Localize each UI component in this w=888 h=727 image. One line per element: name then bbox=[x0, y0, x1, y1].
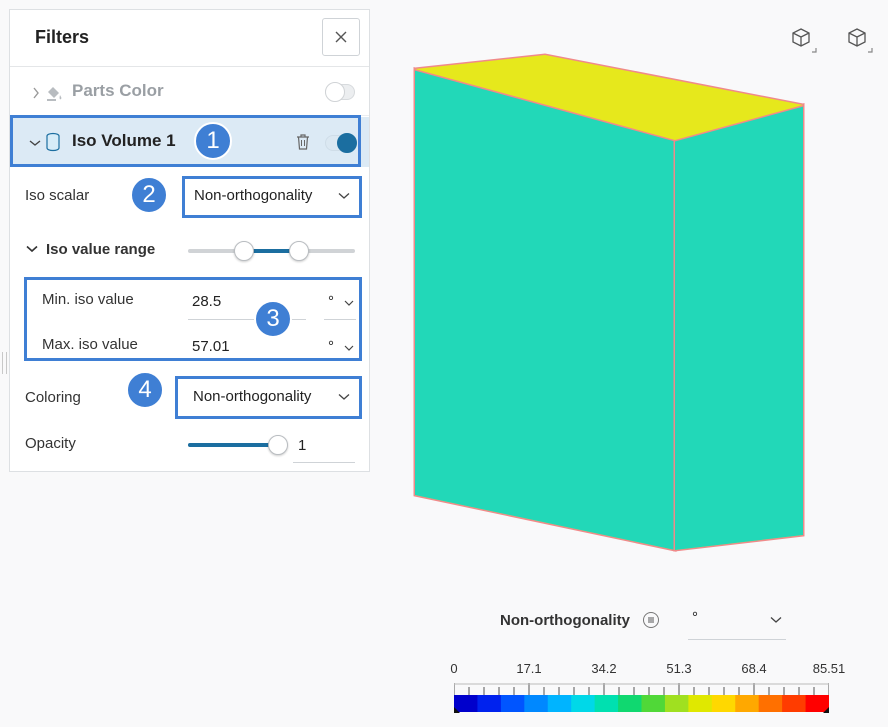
chevron-down-icon[interactable] bbox=[29, 139, 41, 147]
legend-tick-label: 51.3 bbox=[666, 661, 692, 676]
highlight-box-1 bbox=[10, 115, 361, 167]
colorbar-segment bbox=[782, 695, 807, 712]
legend-tick-label: 85.51 bbox=[812, 661, 846, 676]
cube-ortho-icon bbox=[848, 28, 873, 53]
close-button[interactable] bbox=[322, 18, 360, 56]
legend-title: Non-orthogonality bbox=[500, 612, 630, 629]
opacity-fill bbox=[188, 443, 280, 447]
chevron-right-icon[interactable] bbox=[32, 87, 40, 99]
colorbar-segment bbox=[547, 695, 572, 712]
legend-max-marker[interactable] bbox=[823, 707, 829, 713]
legend-tick-label: 0 bbox=[450, 661, 458, 676]
iso-scalar-label: Iso scalar bbox=[25, 187, 90, 204]
coloring-select[interactable]: Non-orthogonality bbox=[179, 379, 360, 419]
max-unit-value: ° bbox=[328, 338, 334, 355]
opacity-label: Opacity bbox=[25, 435, 76, 452]
iso-range-label: Iso value range bbox=[46, 241, 156, 258]
panel-title: Filters bbox=[35, 27, 90, 47]
min-unit-value: ° bbox=[328, 293, 334, 310]
parts-color-toggle[interactable] bbox=[325, 82, 355, 102]
view-ortho-button[interactable] bbox=[846, 26, 873, 53]
paint-bucket-icon bbox=[47, 87, 62, 101]
iso-range-slider[interactable] bbox=[188, 239, 355, 263]
max-iso-label: Max. iso value bbox=[42, 336, 138, 353]
max-iso-value: 57.01 bbox=[192, 338, 230, 355]
colorbar-segment bbox=[454, 695, 478, 712]
iso-scalar-value: Non-orthogonality bbox=[194, 187, 313, 204]
highlight-box-4 bbox=[175, 376, 362, 419]
chevron-down-icon bbox=[344, 345, 354, 351]
coloring-label: Coloring bbox=[25, 389, 81, 406]
min-unit-select[interactable]: ° bbox=[324, 286, 356, 320]
coloring-value: Non-orthogonality bbox=[193, 388, 312, 405]
trash-icon[interactable] bbox=[296, 134, 310, 150]
opacity-thumb[interactable] bbox=[268, 435, 288, 455]
colorbar-segment bbox=[477, 695, 502, 712]
colorbar-segment bbox=[758, 695, 783, 712]
opacity-value: 1 bbox=[298, 437, 307, 454]
iso-range-fill bbox=[243, 249, 300, 253]
callout-2: 2 bbox=[130, 176, 168, 214]
colorbar-segment bbox=[641, 695, 666, 712]
colorbar-segment bbox=[618, 695, 642, 712]
min-iso-input[interactable]: 28.5 bbox=[188, 286, 306, 320]
filter-item-parts-color[interactable]: Parts Color bbox=[10, 68, 369, 116]
iso-range-max-thumb[interactable] bbox=[289, 241, 310, 261]
chevron-down-icon[interactable] bbox=[26, 245, 38, 253]
cube-view-icon bbox=[792, 28, 817, 53]
chevron-down-icon bbox=[770, 617, 782, 623]
max-iso-input[interactable]: 57.01 bbox=[188, 331, 306, 365]
filter-label: Parts Color bbox=[72, 81, 164, 100]
mesh-iso-volume-render[interactable] bbox=[400, 45, 820, 560]
panel-resize-handle[interactable] bbox=[2, 352, 7, 374]
cylinder-icon bbox=[46, 132, 60, 152]
colorbar-segment bbox=[711, 695, 736, 712]
iso-scalar-select[interactable]: Non-orthogonality bbox=[184, 178, 360, 218]
colorbar-segment bbox=[524, 695, 549, 712]
panel-header: Filters bbox=[10, 10, 369, 67]
colorbar-segment bbox=[735, 695, 760, 712]
highlight-box-2 bbox=[182, 176, 362, 218]
legend-tick-label: 34.2 bbox=[591, 661, 617, 676]
filter-item-iso-volume[interactable]: Iso Volume 1 bbox=[10, 117, 369, 167]
min-iso-label: Min. iso value bbox=[42, 291, 134, 308]
min-iso-value: 28.5 bbox=[192, 293, 222, 310]
legend-tick-label: 17.1 bbox=[516, 661, 542, 676]
callout-4: 4 bbox=[126, 371, 164, 409]
colorbar-segment bbox=[805, 695, 829, 712]
chevron-down-icon bbox=[344, 300, 354, 306]
menu-lines-icon bbox=[648, 617, 654, 623]
callout-1: 1 bbox=[194, 122, 232, 160]
filter-label: Iso Volume 1 bbox=[72, 131, 176, 150]
colorbar-segment bbox=[688, 695, 713, 712]
chevron-down-icon bbox=[338, 394, 350, 400]
view-cube-button[interactable] bbox=[790, 26, 817, 53]
close-icon bbox=[335, 31, 347, 43]
iso-range-min-thumb[interactable] bbox=[233, 241, 254, 261]
iso-volume-toggle[interactable] bbox=[325, 133, 357, 153]
legend-colorbar bbox=[454, 683, 829, 713]
colorbar-segment bbox=[664, 695, 689, 712]
highlight-box-3 bbox=[24, 277, 362, 361]
opacity-input[interactable]: 1 bbox=[293, 429, 355, 463]
callout-3: 3 bbox=[254, 300, 292, 338]
max-unit-select[interactable]: ° bbox=[324, 331, 356, 365]
legend-menu-button[interactable] bbox=[643, 612, 659, 628]
colorbar-segment bbox=[500, 695, 525, 712]
legend-unit-value: ° bbox=[692, 609, 698, 626]
colorbar-segment bbox=[594, 695, 619, 712]
opacity-slider[interactable] bbox=[188, 433, 288, 457]
filters-panel: Filters Parts Color Iso Volume 1 bbox=[9, 9, 370, 472]
legend-tick-label: 68.4 bbox=[741, 661, 767, 676]
chevron-down-icon bbox=[338, 193, 350, 199]
colorbar-segment bbox=[571, 695, 596, 712]
legend-unit-select[interactable]: ° bbox=[688, 600, 786, 640]
legend-min-marker[interactable] bbox=[454, 707, 460, 713]
